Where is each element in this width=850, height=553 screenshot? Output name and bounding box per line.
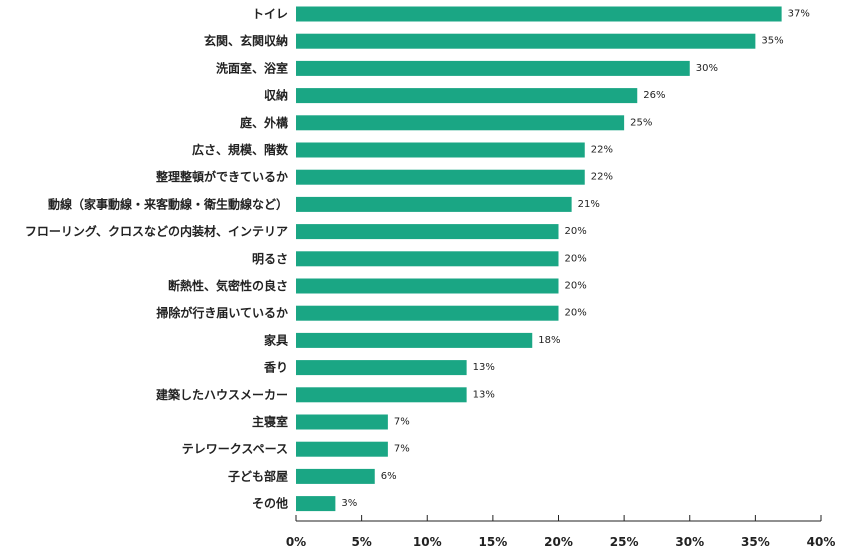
category-label: 断熱性、気密性の良さ bbox=[168, 278, 288, 293]
category-label: フローリング、クロスなどの内装材、インテリア bbox=[25, 224, 288, 239]
x-tick-label: 5% bbox=[351, 535, 371, 549]
category-label: 収納 bbox=[264, 88, 288, 103]
value-label: 13% bbox=[473, 389, 495, 400]
category-label: トイレ bbox=[252, 7, 288, 21]
bar bbox=[296, 387, 467, 403]
value-label: 7% bbox=[394, 417, 410, 428]
bar bbox=[296, 332, 533, 348]
bar bbox=[296, 88, 638, 104]
category-label: 家具 bbox=[264, 332, 288, 347]
x-tick-label: 15% bbox=[479, 535, 508, 549]
value-label: 25% bbox=[630, 117, 652, 128]
value-label: 13% bbox=[473, 362, 495, 373]
value-label: 22% bbox=[591, 172, 613, 183]
value-label: 20% bbox=[565, 281, 587, 292]
bar bbox=[296, 305, 559, 321]
category-labels-group: トイレ玄関、玄関収納洗面室、浴室収納庭、外構広さ、規模、階数整理整頓ができている… bbox=[25, 7, 289, 511]
value-label: 35% bbox=[761, 36, 783, 47]
x-tick-label: 30% bbox=[675, 535, 704, 549]
category-label: 整理整頓ができているか bbox=[155, 169, 288, 184]
category-label: テレワークスペース bbox=[182, 442, 288, 456]
value-label: 37% bbox=[788, 9, 810, 20]
value-label: 7% bbox=[394, 444, 410, 455]
bar bbox=[296, 169, 585, 185]
bars-group bbox=[296, 6, 782, 512]
category-label: 建築したハウスメーカー bbox=[155, 387, 288, 402]
value-label: 30% bbox=[696, 63, 718, 74]
category-label: 主寝室 bbox=[252, 414, 288, 429]
bar bbox=[296, 142, 585, 158]
bar bbox=[296, 414, 388, 430]
value-label: 20% bbox=[565, 226, 587, 237]
category-label: 子ども部屋 bbox=[228, 468, 288, 483]
category-label: 動線（家事動線・来客動線・衛生動線など） bbox=[48, 196, 288, 211]
x-tick-label: 40% bbox=[807, 535, 836, 549]
category-label: 広さ、規模、階数 bbox=[192, 142, 289, 157]
value-label: 3% bbox=[341, 498, 357, 509]
x-tick-label: 20% bbox=[544, 535, 573, 549]
category-label: 庭、外構 bbox=[240, 115, 288, 130]
bar bbox=[296, 115, 625, 131]
category-label: 明るさ bbox=[252, 252, 288, 266]
category-label: その他 bbox=[252, 496, 288, 511]
value-label: 20% bbox=[565, 308, 587, 319]
x-tick-label: 10% bbox=[413, 535, 442, 549]
value-label: 6% bbox=[381, 471, 397, 482]
category-label: 掃除が行き届いているか bbox=[156, 305, 288, 320]
x-tick-label: 35% bbox=[741, 535, 770, 549]
category-label: 香り bbox=[263, 360, 288, 375]
bar bbox=[296, 468, 375, 484]
bar bbox=[296, 33, 756, 49]
x-tick-label: 25% bbox=[610, 535, 639, 549]
value-label: 20% bbox=[565, 253, 587, 264]
x-tick-label: 0% bbox=[286, 535, 306, 549]
bar bbox=[296, 60, 690, 76]
bar bbox=[296, 496, 336, 512]
x-ticks-group: 0% 5% 10% 15% 20% 25% 30% 35% 40% bbox=[286, 515, 836, 549]
value-label: 22% bbox=[591, 145, 613, 156]
bar bbox=[296, 441, 388, 457]
bar bbox=[296, 196, 572, 212]
bar bbox=[296, 278, 559, 294]
bar bbox=[296, 6, 782, 22]
category-label: 玄関、玄関収納 bbox=[204, 33, 288, 48]
value-label: 18% bbox=[538, 335, 560, 346]
bar bbox=[296, 224, 559, 240]
category-label: 洗面室、浴室 bbox=[216, 60, 288, 75]
bar bbox=[296, 251, 559, 267]
value-label: 26% bbox=[643, 90, 665, 101]
value-label: 21% bbox=[578, 199, 600, 210]
value-labels-group: 37% 35% 30% 26% 25% 22% 22% 21% 20% 20% 20% 20% 18% 1… bbox=[341, 9, 809, 510]
bar bbox=[296, 360, 467, 376]
